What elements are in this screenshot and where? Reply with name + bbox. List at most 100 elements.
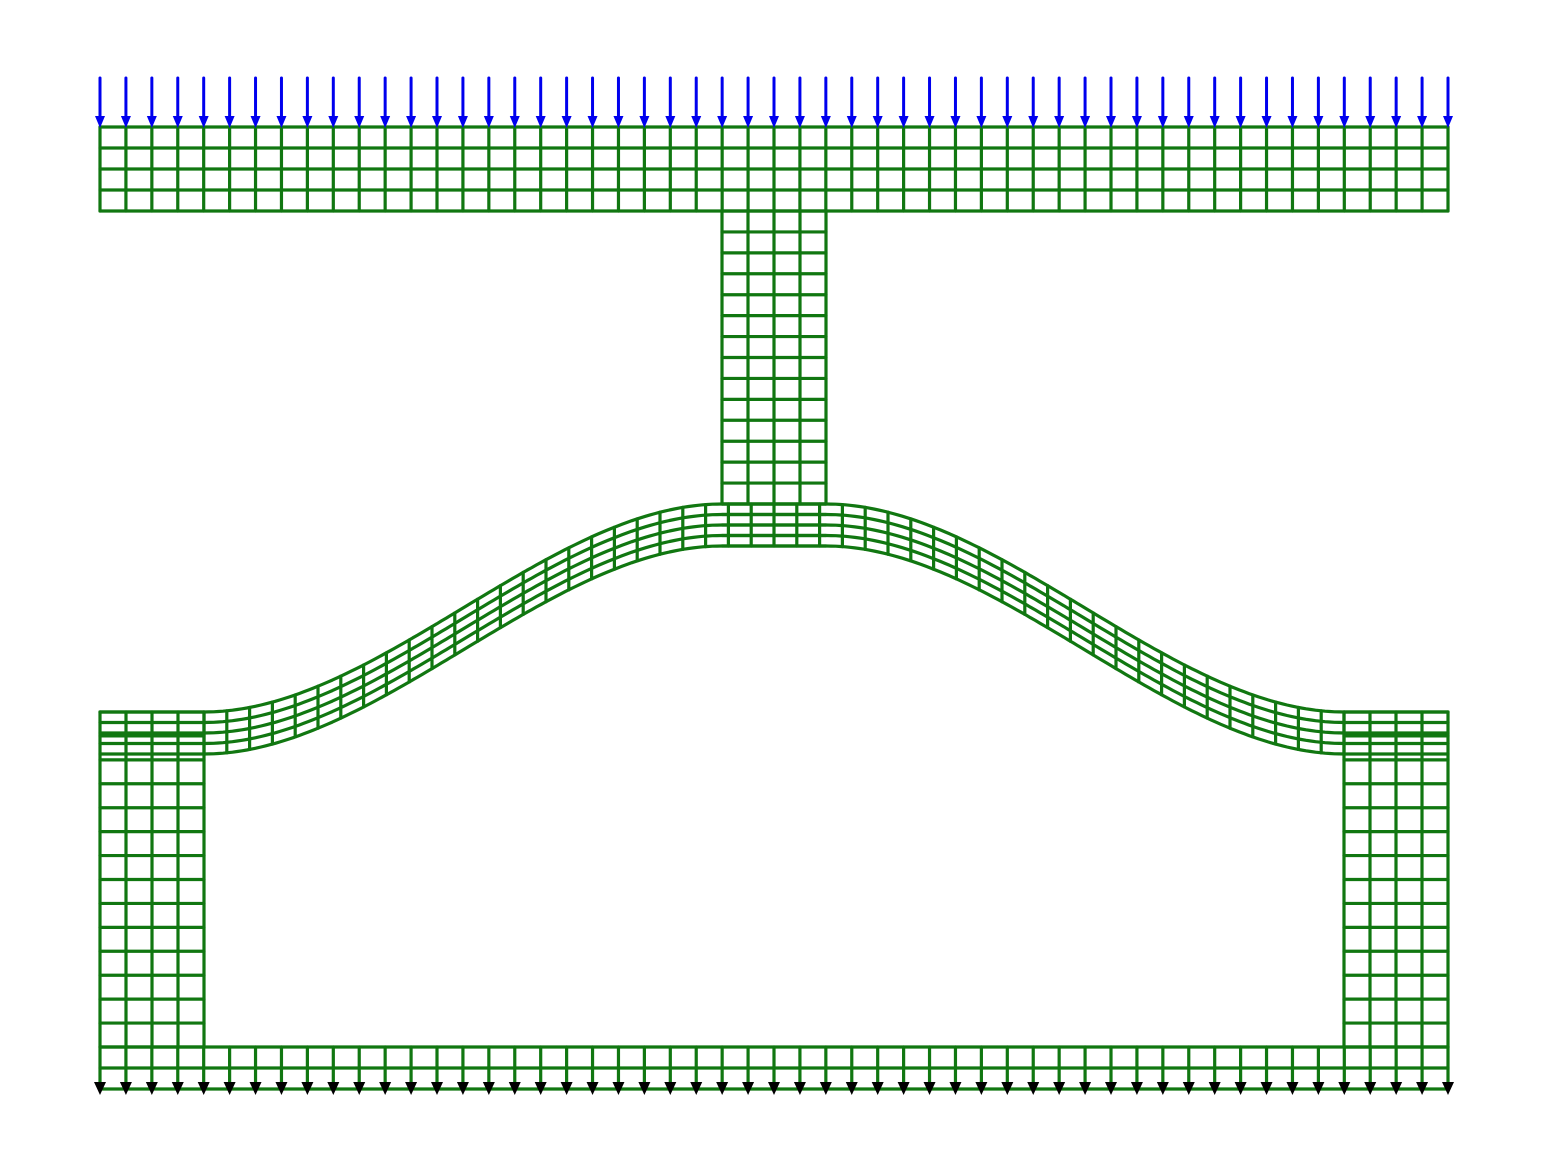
support-arrow [431,1082,443,1095]
support-arrow-head [119,1082,132,1095]
support-arrow [1338,1082,1351,1095]
load-arrow [1313,76,1324,128]
curved-band [98,502,1450,756]
load-arrow-head [1002,116,1013,128]
support-arrow-head [664,1082,677,1095]
support-arrow [145,1082,158,1095]
support-arrow-head [612,1082,625,1095]
support-arrow-head [482,1082,495,1095]
load-arrow-head [120,116,131,128]
support-arrow-head [301,1082,314,1095]
support-arrow-head [353,1082,366,1095]
support-arrow-head [975,1082,988,1095]
load-arrow [717,76,728,128]
support-arrow [1416,1082,1429,1095]
support-arrow-head [1053,1082,1066,1095]
support-arrow [379,1082,392,1095]
load-arrow [276,76,287,128]
load-arrow-head [354,116,365,128]
load-arrow [380,76,391,128]
support-arrow [1364,1082,1377,1095]
load-arrow [846,76,857,128]
load-arrow [198,76,209,128]
load-arrow [457,76,468,128]
load-arrow [354,76,365,128]
support-arrow [1286,1082,1299,1095]
load-arrow [1131,76,1142,128]
support-arrow-head [1182,1082,1195,1095]
left-leg [98,710,206,1049]
load-arrow [1365,76,1376,128]
load-arrow-head [535,116,546,128]
support-arrow [508,1082,521,1095]
support-arrow [353,1082,366,1095]
load-arrow-head [1313,116,1324,128]
support-arrow [716,1082,729,1095]
support-arrow [1208,1082,1221,1095]
load-arrow-head [1365,116,1376,128]
support-arrow-head [897,1082,910,1095]
support-arrow-head [1156,1082,1169,1095]
support-arrow [1312,1082,1325,1095]
load-arrow-head [1209,116,1220,128]
support-arrow-head [249,1082,262,1095]
support-arrow [1027,1082,1040,1095]
support-arrow [1260,1082,1273,1095]
support-arrow-head [586,1082,599,1095]
support-arrow-head [171,1082,184,1095]
support-arrow-head [1130,1082,1143,1095]
support-arrows [94,1082,1454,1095]
support-arrow [1001,1082,1014,1095]
support-arrow [1156,1082,1169,1095]
load-arrow-head [950,116,961,128]
load-arrow-head [1157,116,1168,128]
curved-band-hline [202,533,1346,746]
support-arrow [612,1082,625,1095]
support-arrow-head [1001,1082,1014,1095]
support-arrow-head [145,1082,158,1095]
load-arrow [120,76,131,128]
support-arrow-head [1442,1082,1454,1095]
load-arrow-head [820,116,831,128]
load-arrow-head [1391,116,1402,128]
load-arrow-head [639,116,650,128]
support-arrow-head [819,1082,832,1095]
load-arrow [1028,76,1039,128]
load-arrow [1391,76,1402,128]
support-arrow [819,1082,832,1095]
load-arrow-head [146,116,157,128]
load-arrow [1287,76,1298,128]
support-arrow [586,1082,599,1095]
support-arrow-head [508,1082,521,1095]
support-arrow-head [379,1082,392,1095]
support-arrow-head [793,1082,806,1095]
load-arrow [224,76,235,128]
load-arrow-head [302,116,313,128]
load-arrow [976,76,987,128]
support-arrow [1105,1082,1117,1095]
support-arrow [1390,1082,1403,1095]
load-arrow [1261,76,1272,128]
support-arrow-head [1079,1082,1092,1095]
load-arrow [743,76,754,128]
support-arrow [223,1082,236,1095]
load-arrow [1002,76,1013,128]
support-arrow-head [534,1082,547,1095]
support-arrow [1079,1082,1092,1095]
support-arrow-head [690,1082,703,1095]
load-arrow-head [561,116,572,128]
support-arrow-head [223,1082,236,1095]
load-arrow [1183,76,1194,128]
support-arrow [793,1082,806,1095]
support-arrow-head [560,1082,573,1095]
load-arrow-head [406,116,417,128]
load-arrow-head [1054,116,1065,128]
load-arrow [432,76,442,128]
support-arrow-head [1312,1082,1325,1095]
support-arrow-head [768,1082,780,1095]
load-arrow [1209,76,1220,128]
curved-band-hline [202,544,1346,756]
load-arrow [1443,76,1453,128]
load-arrow-head [172,116,183,128]
